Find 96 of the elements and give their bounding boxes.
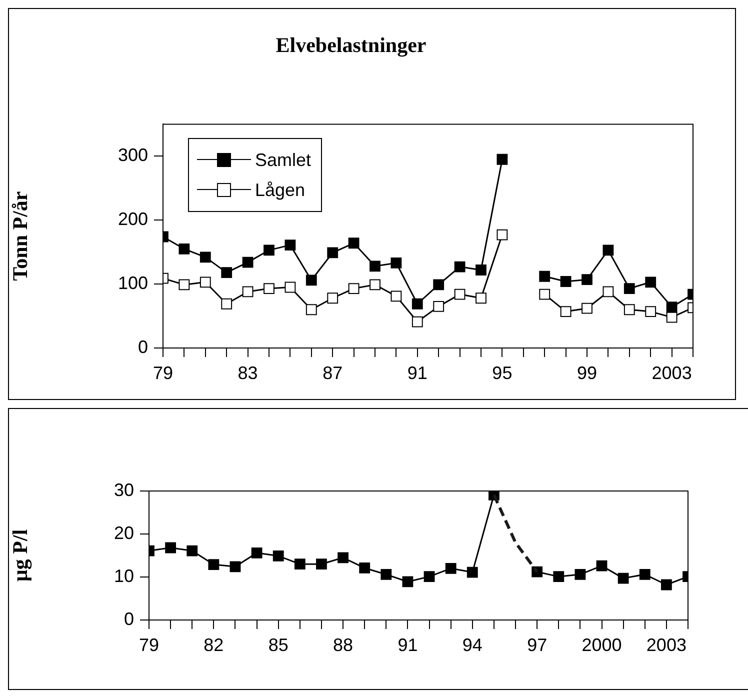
point xyxy=(496,229,508,240)
point xyxy=(433,300,444,312)
point xyxy=(359,562,370,574)
y-tick-label: 10 xyxy=(114,566,134,586)
point xyxy=(666,302,678,313)
point xyxy=(574,568,586,580)
x-tick-label: 99 xyxy=(576,362,598,383)
point xyxy=(327,247,338,258)
x-tick-label: 91 xyxy=(398,634,418,655)
point xyxy=(624,304,635,316)
x-tick-label: 94 xyxy=(462,634,482,655)
point xyxy=(316,558,327,570)
x-tick-label: 79 xyxy=(138,634,160,655)
point xyxy=(221,298,232,310)
point xyxy=(602,244,614,256)
point xyxy=(466,566,478,578)
point xyxy=(186,545,198,556)
point xyxy=(582,302,592,314)
point xyxy=(284,282,296,293)
x-tick-label: 79 xyxy=(152,362,174,383)
point xyxy=(560,306,572,318)
point xyxy=(645,276,656,288)
x-tick-label: 97 xyxy=(527,634,548,655)
point xyxy=(306,304,317,316)
point xyxy=(582,274,592,286)
point xyxy=(560,276,572,287)
point xyxy=(602,286,614,298)
x-tick-label: 88 xyxy=(333,634,354,655)
point xyxy=(348,238,360,249)
x-tick-label: 87 xyxy=(322,362,343,383)
y-axis-title: µg P/l xyxy=(8,529,32,582)
point xyxy=(242,286,254,298)
point xyxy=(200,276,211,288)
x-tick-label: 2000 xyxy=(582,634,622,655)
point xyxy=(433,279,444,290)
point xyxy=(221,267,232,278)
point xyxy=(294,558,306,570)
point xyxy=(412,298,423,310)
point xyxy=(445,562,456,574)
point xyxy=(454,288,466,300)
x-tick-label: 82 xyxy=(204,634,224,655)
x-tick-label: 2003 xyxy=(652,362,692,383)
point xyxy=(454,261,466,272)
point xyxy=(348,283,360,294)
point xyxy=(178,243,190,254)
point xyxy=(306,274,317,286)
point xyxy=(402,576,414,588)
point xyxy=(390,290,402,302)
x-tick-label: 95 xyxy=(492,362,512,383)
point xyxy=(327,292,338,304)
point xyxy=(251,547,262,558)
point xyxy=(539,270,550,282)
point xyxy=(264,283,274,294)
point xyxy=(242,256,254,268)
y-tick-label: 30 xyxy=(114,480,134,500)
point xyxy=(496,154,508,165)
x-tick-label: 91 xyxy=(407,362,428,383)
chart-title: Elvebelastninger xyxy=(276,33,426,58)
x-tick-label: 85 xyxy=(268,634,288,655)
point xyxy=(208,559,220,570)
point xyxy=(338,552,348,564)
point xyxy=(370,279,380,290)
y-axis-title: Tonn P/år xyxy=(8,191,32,281)
y-tick-label: 100 xyxy=(118,273,148,294)
point xyxy=(390,258,402,268)
y-tick-label: 20 xyxy=(114,522,134,543)
point xyxy=(645,306,656,318)
y-tick-label: 200 xyxy=(118,209,148,230)
legend-label: Lågen xyxy=(255,180,306,201)
legend-label: Samlet xyxy=(255,150,312,171)
point xyxy=(230,561,241,572)
point xyxy=(165,542,176,554)
point xyxy=(380,568,392,580)
point xyxy=(412,316,423,328)
point xyxy=(596,560,608,572)
point xyxy=(553,571,564,582)
y-tick-label: 0 xyxy=(124,608,134,629)
point xyxy=(476,264,486,276)
point xyxy=(424,571,435,582)
point xyxy=(178,279,190,290)
point xyxy=(200,252,211,263)
x-tick-label: 2003 xyxy=(646,634,686,655)
point xyxy=(639,568,650,580)
point xyxy=(476,292,486,304)
point xyxy=(624,283,635,294)
point xyxy=(284,240,296,250)
point xyxy=(264,244,274,256)
point xyxy=(370,260,380,272)
point xyxy=(272,550,284,562)
y-tick-label: 0 xyxy=(138,336,148,357)
point xyxy=(539,288,550,300)
y-tick-label: 300 xyxy=(118,145,148,166)
point xyxy=(666,312,678,323)
point xyxy=(660,579,672,590)
x-tick-label: 83 xyxy=(238,362,258,383)
point xyxy=(618,572,629,584)
